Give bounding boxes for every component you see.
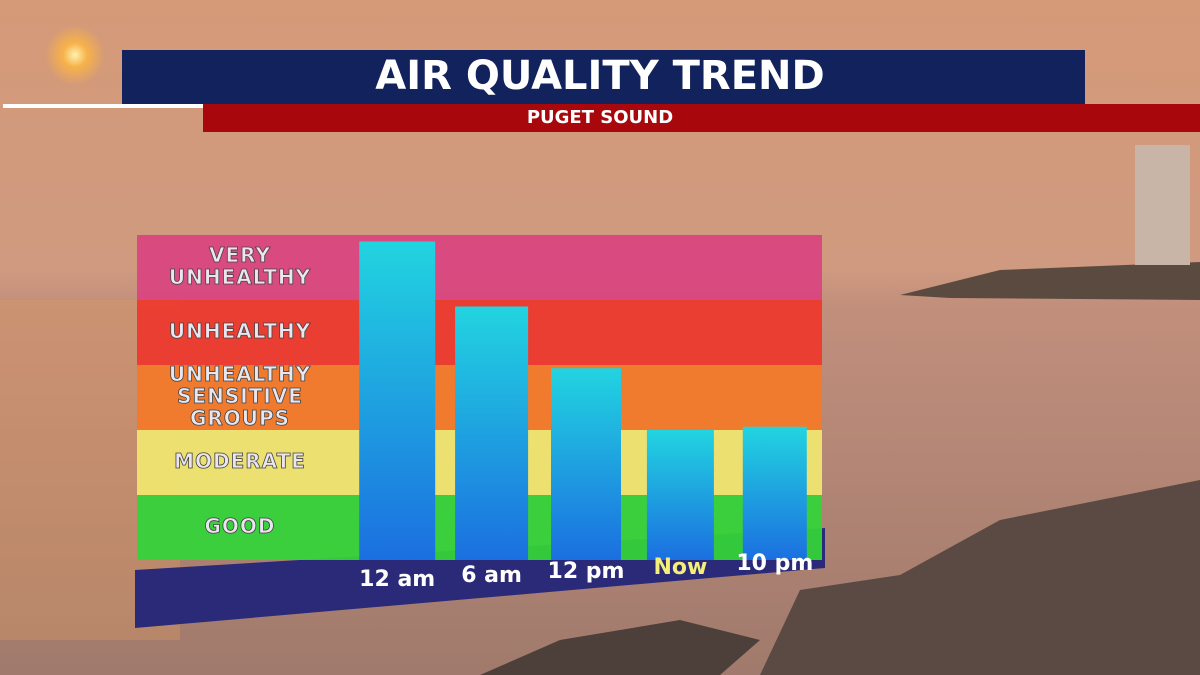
plot: GOODMODERATEUNHEALTHYSENSITIVEGROUPSUNHE… <box>137 235 822 592</box>
bar <box>455 306 529 560</box>
band-label: MODERATE <box>174 449 306 473</box>
aqi-band <box>137 235 822 300</box>
band-label: GOOD <box>204 514 275 538</box>
band-label: VERY <box>209 243 271 267</box>
chart-title: AIR QUALITY TREND <box>375 53 824 99</box>
band-label: GROUPS <box>190 406 290 430</box>
bar <box>742 426 807 560</box>
bar <box>359 241 436 560</box>
x-tick-label: 12 am <box>359 567 435 592</box>
accent-line <box>3 104 203 108</box>
x-tick-label: 6 am <box>461 563 522 588</box>
x-tick-label: Now <box>653 555 707 580</box>
x-tick-label: 12 pm <box>548 559 625 584</box>
band-label: UNHEALTHY <box>169 362 311 386</box>
bar <box>646 430 714 560</box>
x-tick-label: 10 pm <box>736 551 813 576</box>
title-bar <box>122 50 1085 104</box>
band-label: UNHEALTHY <box>169 319 311 343</box>
bar <box>551 368 621 560</box>
band-label: SENSITIVE <box>177 384 303 408</box>
chart-subtitle: PUGET SOUND <box>527 107 673 128</box>
band-label: UNHEALTHY <box>169 265 311 289</box>
subtitle-bar <box>203 104 1200 132</box>
